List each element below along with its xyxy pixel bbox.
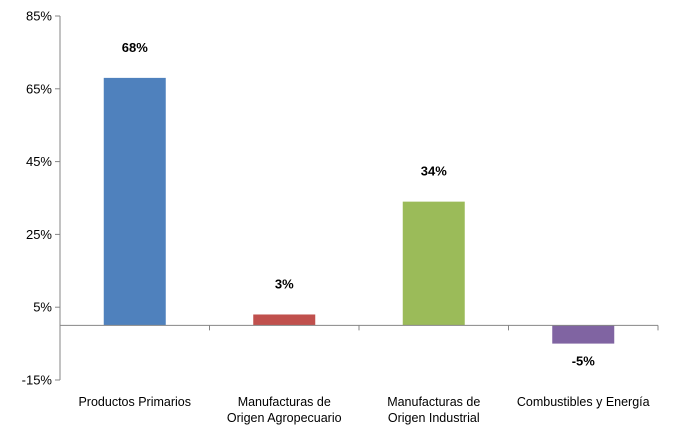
x-axis (59, 324, 659, 331)
y-tick-label: 85% (26, 9, 52, 24)
category-labels: Productos Primarios Manufacturas de Origen… (78, 395, 649, 425)
category-label-line: Productos Primarios (78, 395, 191, 409)
y-tick-label: 5% (33, 300, 52, 315)
bar (402, 201, 465, 326)
data-label: 68% (122, 40, 148, 55)
y-tick-label: -15% (22, 373, 53, 388)
data-labels: 68% 3% 34% -5% (122, 40, 596, 369)
category-label-line: Combustibles y Energía (517, 395, 650, 409)
category-label: Combustibles y Energía (517, 395, 650, 409)
category-label-line: Manufacturas de (387, 395, 480, 409)
data-label: -5% (572, 354, 596, 369)
category-label: Manufacturas de Origen Agropecuario (227, 395, 342, 425)
category-label: Productos Primarios (78, 395, 191, 409)
data-label: 34% (421, 164, 447, 179)
data-label: 3% (275, 276, 294, 291)
y-axis: 85% 65% 45% 25% 5% -15% (22, 9, 61, 388)
bar (253, 314, 316, 326)
category-label-line: Origen Agropecuario (227, 411, 342, 425)
y-tick-label: 65% (26, 81, 52, 96)
bar (103, 77, 166, 326)
y-tick-label: 45% (26, 154, 52, 169)
bars (103, 77, 615, 344)
category-label-line: Manufacturas de (238, 395, 331, 409)
bar (552, 325, 615, 344)
y-tick-label: 25% (26, 227, 52, 242)
category-label-line: Origen Industrial (388, 411, 480, 425)
category-label: Manufacturas de Origen Industrial (387, 395, 480, 425)
